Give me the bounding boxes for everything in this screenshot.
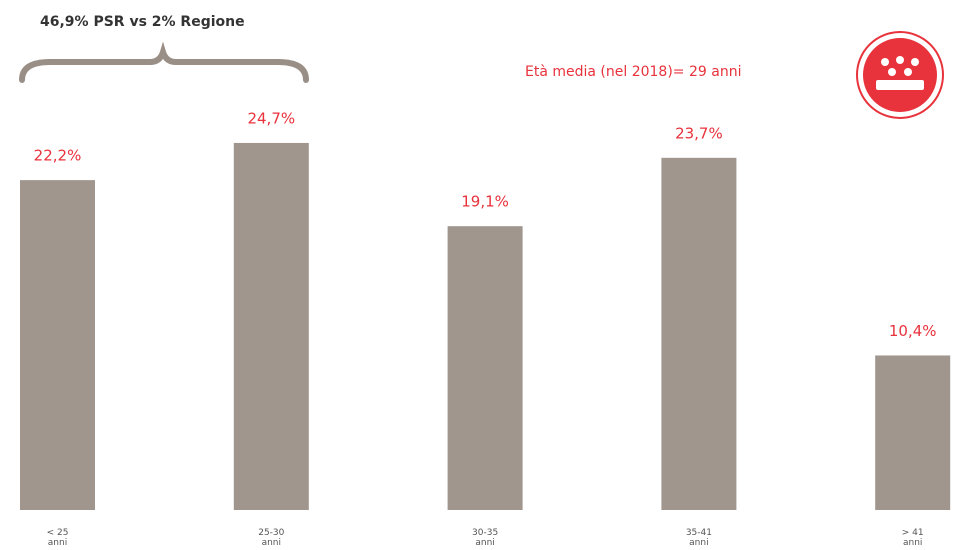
bar bbox=[447, 226, 523, 510]
x-tick-label: 25-30 anni bbox=[258, 528, 285, 548]
bar bbox=[661, 157, 737, 510]
group-note: 46,9% PSR vs 2% Regione bbox=[40, 14, 245, 30]
bar bbox=[875, 355, 951, 510]
x-tick-label: 30-35 anni bbox=[472, 528, 499, 548]
value-label: 22,2% bbox=[34, 147, 82, 165]
bar bbox=[233, 142, 309, 510]
brace bbox=[19, 41, 309, 83]
annotation: Età media (nel 2018)= 29 anni bbox=[525, 64, 741, 80]
value-label: 10,4% bbox=[889, 322, 937, 340]
x-tick-label: < 25 anni bbox=[46, 528, 69, 548]
people-icon bbox=[856, 31, 944, 119]
value-label: 19,1% bbox=[461, 193, 509, 211]
value-label: 23,7% bbox=[675, 124, 723, 142]
value-label: 24,7% bbox=[247, 109, 295, 127]
x-tick-label: 35-41 anni bbox=[685, 528, 712, 548]
bar bbox=[20, 180, 95, 510]
x-tick-label: > 41 anni bbox=[901, 528, 924, 548]
